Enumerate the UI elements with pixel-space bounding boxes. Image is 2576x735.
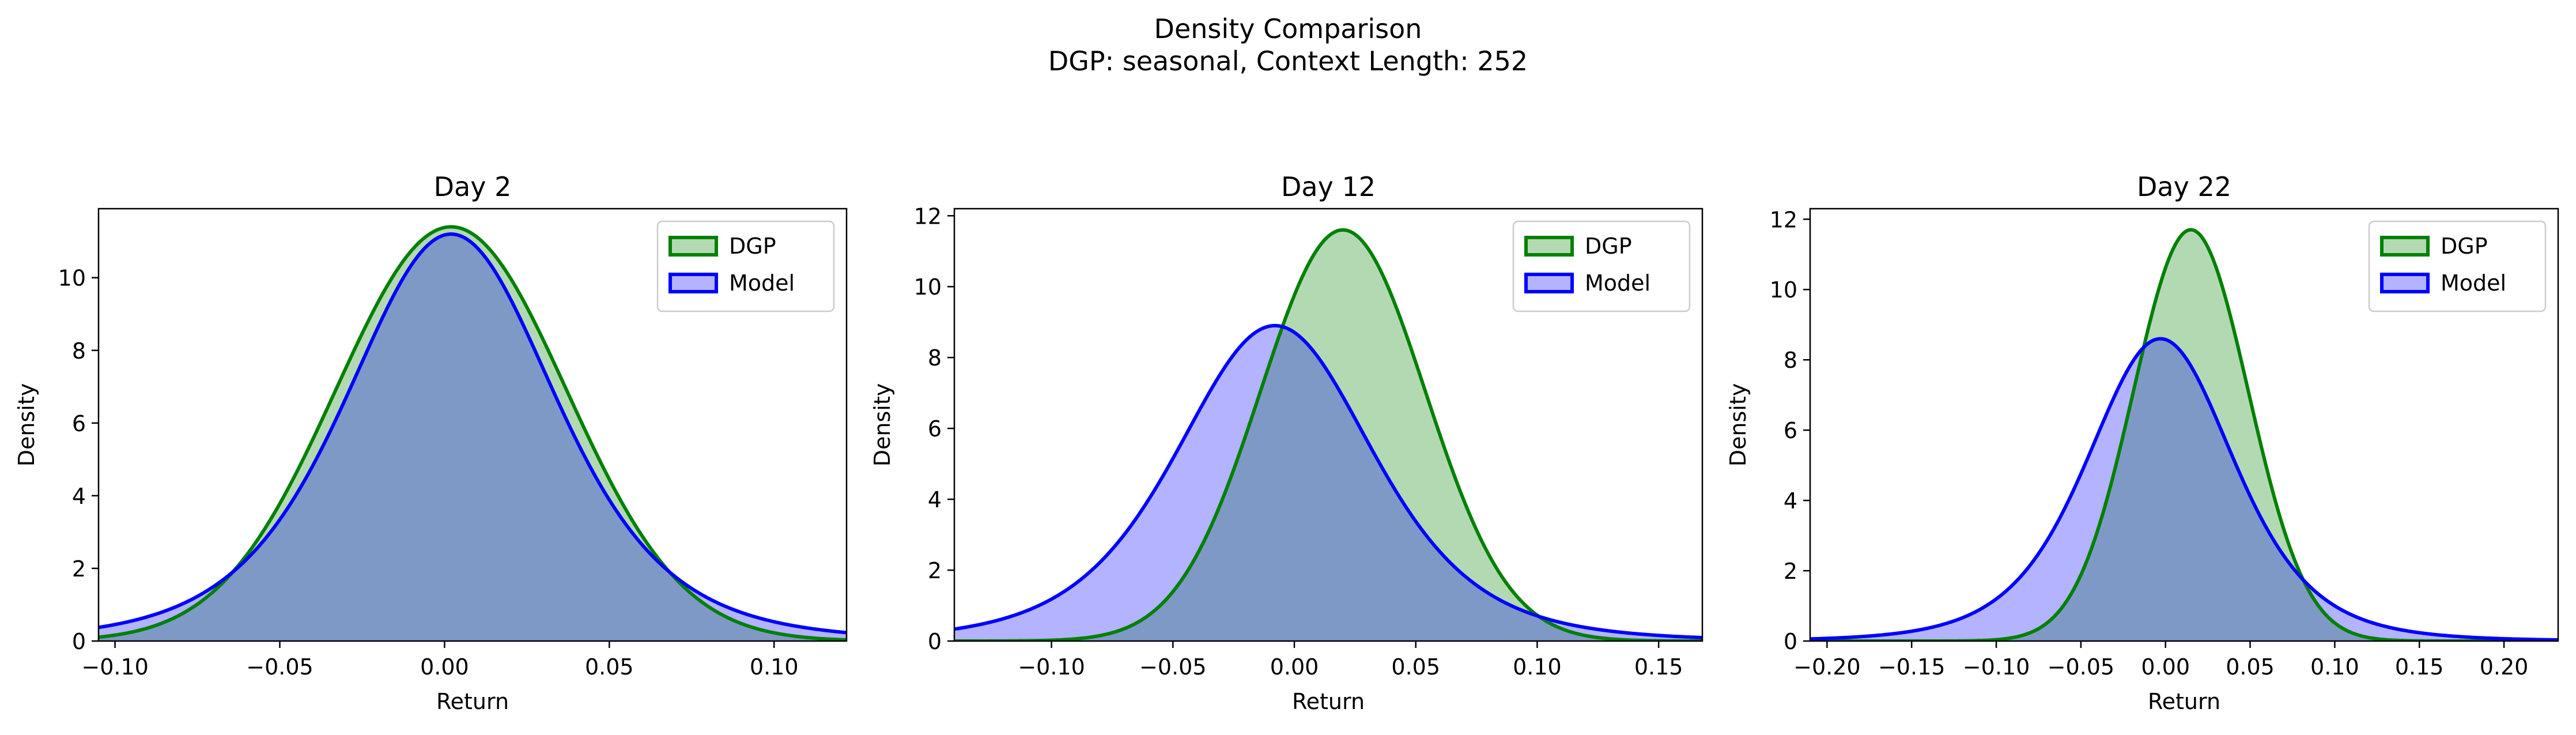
- x-axis-label: Return: [436, 689, 509, 714]
- overlap-area: [954, 327, 1702, 641]
- y-axis-label: Density: [870, 383, 895, 466]
- y-tick-label: 6: [1784, 418, 1797, 443]
- subplot-title: Day 2: [434, 171, 512, 202]
- y-tick-label: 0: [1784, 629, 1797, 654]
- figure-subtitle: DGP: seasonal, Context Length: 252: [1048, 46, 1528, 77]
- x-tick-label: −0.05: [1139, 654, 1206, 680]
- dgp-line: [99, 225, 847, 641]
- x-tick-label: −0.05: [2048, 654, 2114, 680]
- y-axis-label: Density: [1725, 383, 1751, 466]
- legend-swatch-dgp: [2380, 236, 2430, 257]
- figure-title: Density Comparison: [1154, 13, 1422, 44]
- x-tick-label: 0.00: [420, 654, 469, 680]
- subplot-1: −0.10 −0.05 0.00 0.05 0.10 0 2 4 6 8 10 Day 2 Return…: [14, 171, 848, 714]
- y-tick-label: 8: [72, 338, 86, 364]
- x-tick-label: −0.15: [1878, 654, 1945, 680]
- x-tick-label: 0.15: [1634, 654, 1683, 680]
- y-tick-label: 12: [914, 203, 942, 229]
- legend-label-model: Model: [1585, 270, 1650, 296]
- x-tick-label: 0.10: [2310, 654, 2359, 680]
- axes-frame: [97, 208, 848, 642]
- overlap-area: [1810, 338, 2558, 641]
- subplot-title: Day 12: [1281, 171, 1376, 202]
- subplot-3: −0.20 −0.15 −0.10 −0.05 0.00 0.05 0.10 0.15 0.20…: [1725, 171, 2559, 714]
- legend-label-model: Model: [729, 270, 795, 296]
- y-tick-label: 12: [1770, 207, 1797, 232]
- y-tick-label: 6: [72, 411, 86, 436]
- legend: DGP Model: [656, 220, 835, 312]
- legend-label-dgp: DGP: [1585, 233, 1632, 259]
- x-tick-label: 0.10: [1513, 654, 1562, 680]
- legend: DGP Model: [2368, 220, 2547, 312]
- y-tick-label: 2: [72, 556, 86, 582]
- legend-label-model: Model: [2441, 270, 2506, 296]
- x-axis-label: Return: [1292, 689, 1365, 714]
- legend-label-dgp: DGP: [2441, 233, 2488, 259]
- y-axis-label: Density: [14, 383, 39, 466]
- x-tick-label: −0.05: [246, 654, 313, 680]
- y-tick-label: 6: [928, 416, 942, 442]
- y-tick-label: 4: [72, 484, 86, 509]
- model-line: [99, 232, 847, 635]
- subplot-2: −0.10 −0.05 0.00 0.05 0.10 0.15 0 2 4 6 8 10 12 Day 1…: [870, 171, 1704, 714]
- y-tick-label: 10: [58, 266, 86, 291]
- x-tick-label: 0.10: [750, 654, 799, 680]
- y-tick-label: 2: [928, 558, 942, 583]
- legend: DGP Model: [1512, 220, 1691, 312]
- y-tick-label: 0: [72, 629, 86, 654]
- y-tick-label: 10: [1770, 277, 1797, 303]
- x-tick-label: 0.05: [2226, 654, 2275, 680]
- y-tick-label: 8: [928, 345, 942, 371]
- subplot-title: Day 22: [2137, 171, 2231, 202]
- y-tick-label: 4: [1784, 488, 1797, 514]
- x-tick-label: −0.10: [81, 654, 148, 680]
- legend-swatch-dgp: [1524, 236, 1574, 257]
- legend-label-dgp: DGP: [729, 233, 776, 259]
- plot-area: [954, 228, 1702, 641]
- y-tick-label: 8: [1784, 348, 1797, 373]
- legend-swatch-dgp: [668, 236, 718, 257]
- legend-swatch-model: [2380, 273, 2430, 293]
- x-tick-label: 0.20: [2480, 654, 2529, 680]
- model-line: [954, 323, 1702, 640]
- y-tick-label: 0: [928, 629, 942, 654]
- x-tick-label: 0.05: [1391, 654, 1440, 680]
- x-tick-label: 0.15: [2395, 654, 2444, 680]
- model-line: [1810, 337, 2558, 641]
- legend-swatch-model: [1524, 273, 1574, 293]
- dgp-line: [954, 228, 1702, 641]
- axes-frame: [1809, 208, 2559, 642]
- plot-area: [99, 225, 847, 641]
- overlap-area: [99, 234, 847, 641]
- x-tick-label: 0.05: [585, 654, 634, 680]
- x-tick-label: −0.10: [1018, 654, 1085, 680]
- axes-frame: [953, 208, 1704, 642]
- x-tick-label: −0.20: [1793, 654, 1860, 680]
- y-tick-label: 2: [1784, 559, 1797, 584]
- x-tick-label: 0.00: [2141, 654, 2190, 680]
- y-tick-label: 10: [914, 274, 942, 300]
- x-axis-label: Return: [2148, 689, 2220, 714]
- x-tick-label: 0.00: [1270, 654, 1319, 680]
- y-tick-label: 4: [928, 487, 942, 512]
- legend-swatch-model: [668, 273, 718, 293]
- x-tick-label: −0.10: [1963, 654, 2030, 680]
